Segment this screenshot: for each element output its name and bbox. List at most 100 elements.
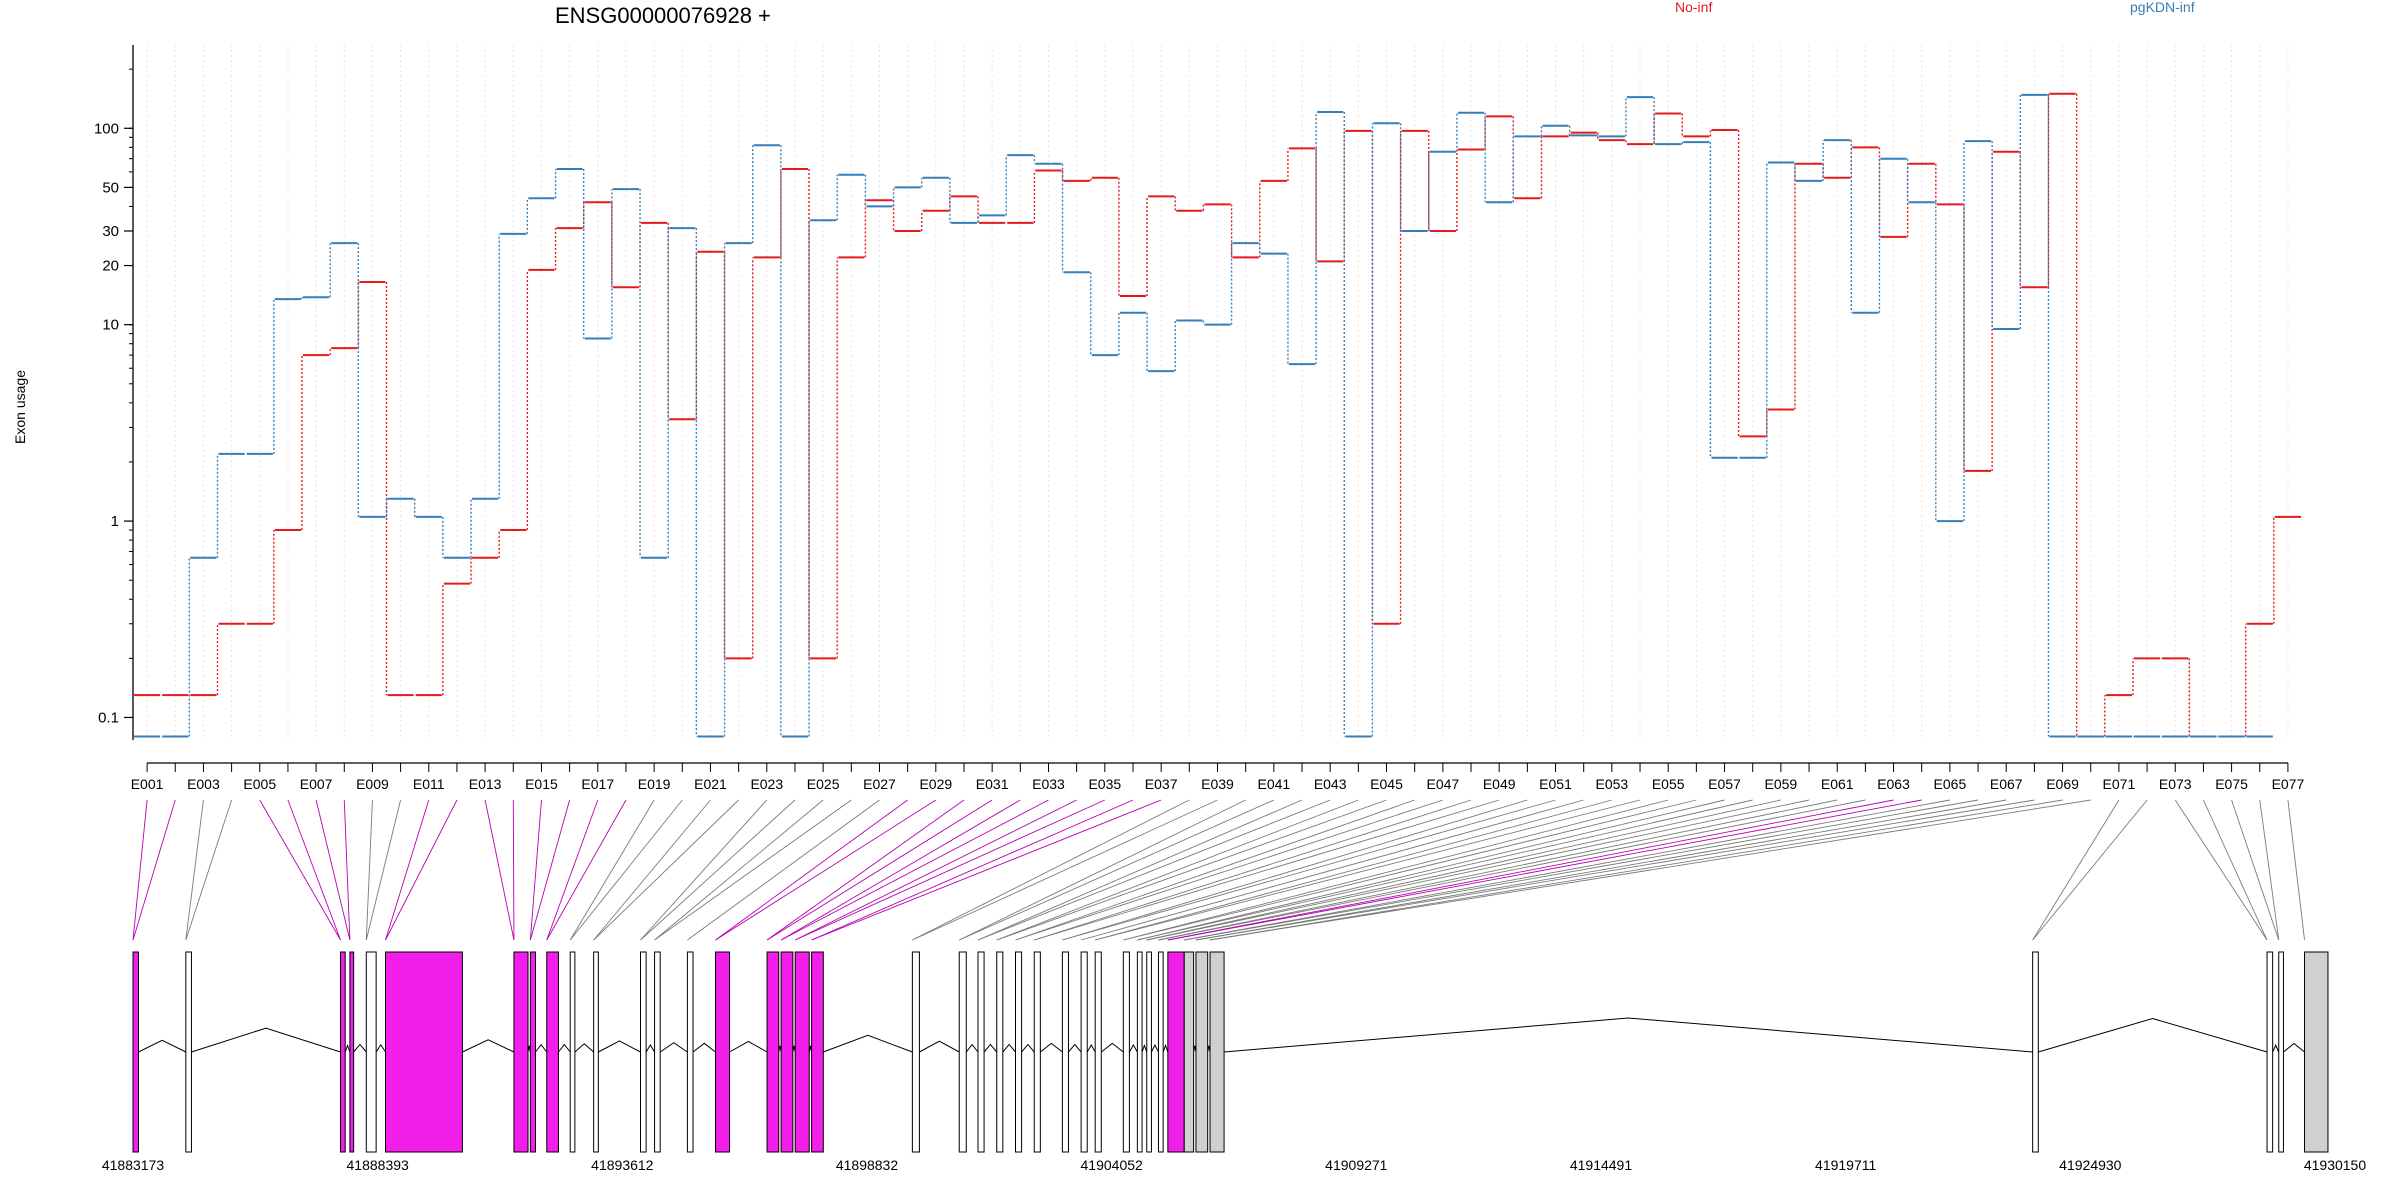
x-tick-label: E011 bbox=[413, 776, 445, 792]
intron-line bbox=[462, 1039, 515, 1053]
exon-connector bbox=[569, 799, 655, 941]
exon-connector bbox=[1015, 799, 1415, 941]
exon-connector bbox=[977, 799, 1303, 941]
exon-connector bbox=[1209, 799, 2091, 941]
exon-connector bbox=[569, 799, 683, 941]
exon-connector bbox=[1095, 799, 1612, 941]
exon-connector bbox=[1184, 799, 1979, 941]
exon-block bbox=[958, 951, 967, 1153]
exon-connector bbox=[343, 799, 351, 941]
intron-line bbox=[1150, 1044, 1159, 1053]
genomic-tick-label: 41904052 bbox=[1081, 1157, 1144, 1173]
x-tick-label: E001 bbox=[131, 776, 164, 792]
legend-pgkdn-inf: pgKDN-inf bbox=[2130, 0, 2195, 15]
y-tick-label: 10 bbox=[102, 317, 119, 334]
exon-connector bbox=[1195, 799, 2035, 941]
axes-layer: 0.1 1 10 20 30 50 100 E001 E003 E005 E007 E009 E011 E… bbox=[94, 45, 2304, 792]
exon-block bbox=[640, 951, 647, 1153]
x-tick-label: E017 bbox=[581, 776, 614, 792]
x-tick-label: E041 bbox=[1257, 776, 1290, 792]
x-tick-label: E065 bbox=[1934, 776, 1967, 792]
exon-block bbox=[1136, 951, 1143, 1153]
exon-block bbox=[1014, 951, 1023, 1153]
exon-connector bbox=[1195, 799, 2007, 941]
genomic-tick-label: 41883173 bbox=[102, 1157, 165, 1173]
genomic-tick-label: 41919711 bbox=[1815, 1157, 1876, 1173]
exon-connector bbox=[811, 799, 1134, 941]
exon-connector bbox=[1095, 799, 1641, 941]
exon-block bbox=[794, 951, 810, 1153]
exon-connector bbox=[640, 799, 768, 941]
exon-connector bbox=[1015, 799, 1443, 941]
y-tick-label: 20 bbox=[102, 258, 119, 275]
exon-connector bbox=[912, 799, 1218, 941]
x-tick-label: E075 bbox=[2215, 776, 2248, 792]
exon-connector bbox=[1167, 799, 1894, 941]
exon-connector bbox=[912, 799, 1190, 941]
x-tick-label: E045 bbox=[1370, 776, 1403, 792]
exon-block bbox=[1209, 951, 1225, 1153]
x-tick-label: E037 bbox=[1145, 776, 1178, 792]
exon-block bbox=[1183, 951, 1195, 1153]
exon-connector bbox=[529, 799, 571, 941]
exon-connector bbox=[1034, 799, 1500, 941]
intron-line bbox=[1021, 1043, 1035, 1053]
x-tick-label: E073 bbox=[2159, 776, 2192, 792]
x-tick-label: E047 bbox=[1426, 776, 1459, 792]
x-tick-label: E031 bbox=[976, 776, 1009, 792]
exon-connector bbox=[385, 799, 458, 941]
intron-line bbox=[965, 1043, 979, 1053]
exon-connector bbox=[2174, 799, 2268, 941]
intron-line bbox=[1100, 1042, 1124, 1053]
exon-connector bbox=[780, 799, 1021, 941]
y-axis-label: Exon usage bbox=[12, 370, 28, 444]
intron-line bbox=[1086, 1044, 1096, 1053]
gene-model-layer bbox=[132, 951, 2329, 1153]
exon-connector bbox=[1184, 799, 1950, 941]
exon-connector bbox=[593, 799, 711, 941]
exon-block bbox=[996, 951, 1004, 1153]
exon-connector bbox=[546, 799, 599, 941]
x-tick-label: E051 bbox=[1539, 776, 1572, 792]
exon-connector bbox=[1080, 799, 1584, 941]
x-tick-label: E003 bbox=[187, 776, 220, 792]
x-tick-label: E013 bbox=[469, 776, 502, 792]
exon-connector bbox=[185, 799, 204, 941]
genomic-tick-label: 41898832 bbox=[836, 1157, 899, 1173]
exon-connector bbox=[2231, 799, 2280, 941]
exon-connector bbox=[654, 799, 852, 941]
exon-block bbox=[1080, 951, 1088, 1153]
exon-block bbox=[1146, 951, 1152, 1153]
exon-connector bbox=[780, 799, 1049, 941]
exon-block bbox=[2278, 951, 2284, 1153]
exon-connector bbox=[959, 799, 1246, 941]
intron-line bbox=[1141, 1043, 1148, 1053]
exon-connector bbox=[132, 799, 148, 941]
exon-connector bbox=[546, 799, 627, 941]
exon-connector bbox=[2032, 799, 2148, 941]
exon-block bbox=[2304, 951, 2329, 1153]
x-tick-label: E063 bbox=[1877, 776, 1910, 792]
exon-connector bbox=[385, 799, 430, 941]
exon-connector bbox=[2032, 799, 2120, 941]
x-tick-label: E015 bbox=[525, 776, 558, 792]
exon-block bbox=[593, 951, 599, 1153]
x-tick-label: E019 bbox=[638, 776, 671, 792]
exon-block bbox=[365, 951, 377, 1153]
exon-connector bbox=[512, 799, 515, 941]
exon-connector bbox=[654, 799, 824, 941]
series-layer bbox=[134, 92, 2301, 738]
intron-line bbox=[2283, 1042, 2305, 1053]
intron-line bbox=[1040, 1042, 1063, 1053]
intron-line bbox=[692, 1042, 716, 1053]
exon-connector bbox=[1146, 799, 1810, 941]
x-tick-label: E027 bbox=[863, 776, 896, 792]
exon-connector bbox=[794, 799, 1077, 941]
x-tick-label: E067 bbox=[1990, 776, 2023, 792]
x-tick-label: E023 bbox=[750, 776, 783, 792]
exon-connector bbox=[715, 799, 908, 941]
exon-connector bbox=[977, 799, 1331, 941]
exon-block bbox=[1033, 951, 1041, 1153]
exon-connector bbox=[484, 799, 515, 941]
exon-connector bbox=[996, 799, 1359, 941]
